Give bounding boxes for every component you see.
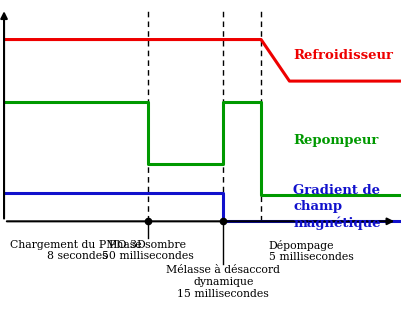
Text: Gradient de
champ
magnétique: Gradient de champ magnétique [293,184,381,230]
Text: Chargement du PMO 3D
8 secondes: Chargement du PMO 3D 8 secondes [10,239,145,261]
Text: Refroidisseur: Refroidisseur [293,49,393,62]
Text: Repompeur: Repompeur [293,134,379,147]
Text: Mélasse à désaccord
dynamique
15 millisecondes: Mélasse à désaccord dynamique 15 millise… [166,266,280,299]
Text: Phase sombre
50 millisecondes: Phase sombre 50 millisecondes [102,239,194,261]
Text: Dépompage
5 millisecondes: Dépompage 5 millisecondes [269,239,354,262]
